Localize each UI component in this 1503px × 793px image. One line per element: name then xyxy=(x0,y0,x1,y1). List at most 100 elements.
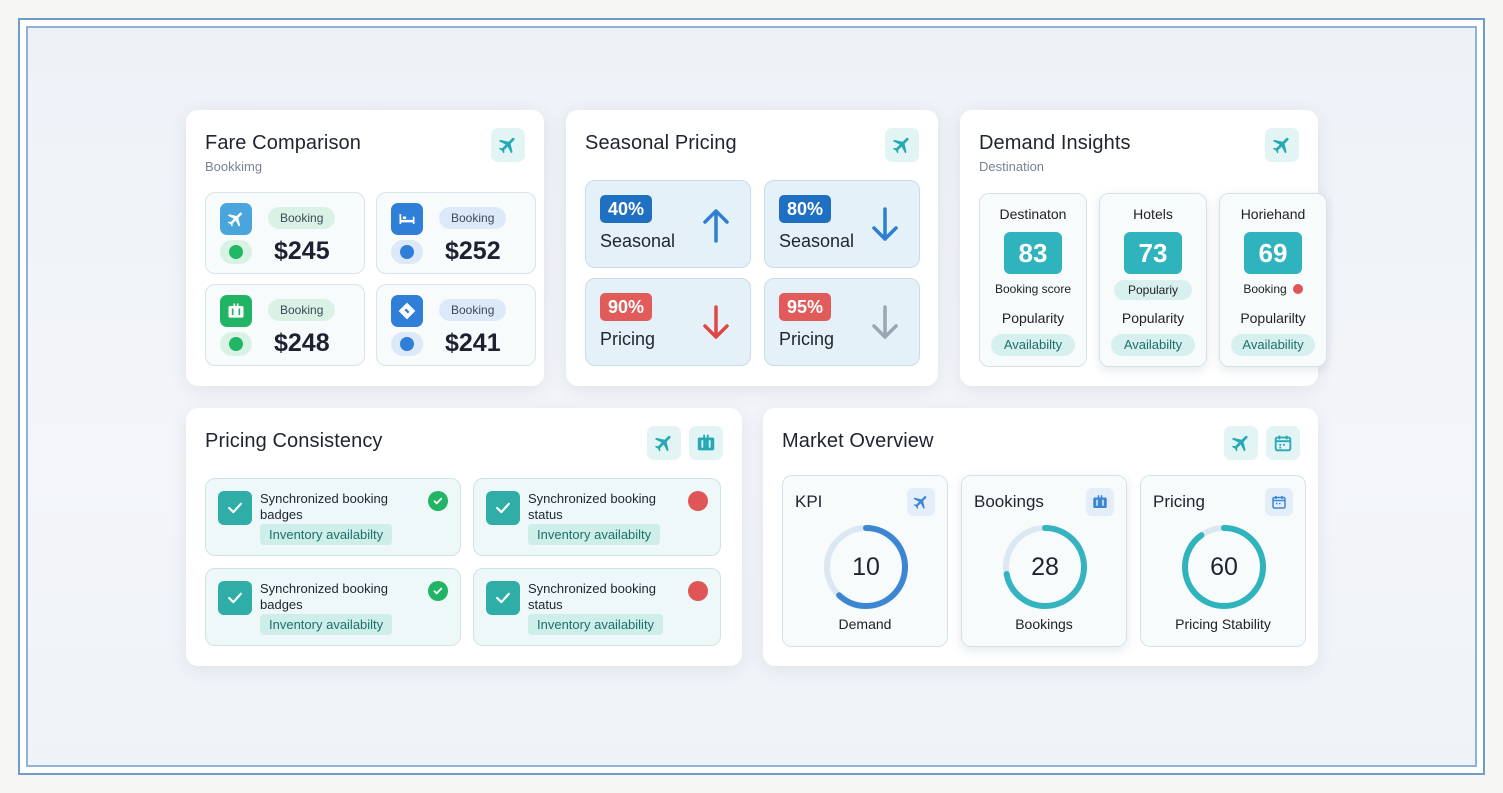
consistency-text: Synchronized booking status xyxy=(528,581,656,612)
booking-badge: Booking xyxy=(268,299,336,321)
kpi-caption: Pricing Stability xyxy=(1175,616,1271,632)
demand-name: Destinaton xyxy=(999,206,1067,222)
kpi-value: 60 xyxy=(1210,553,1238,581)
seasonal-tile[interactable]: 40% Seasonal xyxy=(585,180,751,268)
checkbox-checked-icon[interactable] xyxy=(486,491,520,525)
demand-tile[interactable]: Destinaton 83 Booking score Popularity A… xyxy=(979,193,1087,367)
card-title: Seasonal Pricing xyxy=(585,132,737,154)
progress-ring xyxy=(824,525,908,609)
status-dot xyxy=(391,332,423,356)
plane-icon xyxy=(907,488,935,516)
arrow-down-icon xyxy=(872,305,898,339)
inventory-pill: Inventory availabilty xyxy=(528,524,661,545)
consistency-tile[interactable]: Synchronized booking status Inventory av… xyxy=(473,478,721,556)
consistency-text: Synchronized booking badges xyxy=(260,581,388,612)
kpi-caption: Bookings xyxy=(1015,616,1073,632)
pricing-consistency-card: Pricing Consistency Synchronized booking… xyxy=(186,408,742,666)
plane-icon[interactable] xyxy=(1265,128,1299,162)
seasonal-label: Seasonal xyxy=(600,231,676,251)
consistency-tile[interactable]: Synchronized booking badges Inventory av… xyxy=(205,478,461,556)
progress-ring xyxy=(1003,525,1087,609)
kpi-title: Bookings xyxy=(974,492,1044,511)
kpi-tile[interactable]: KPI 10 Demand xyxy=(782,475,948,647)
fare-price: $248 xyxy=(274,329,330,357)
availability-pill: Availability xyxy=(1231,334,1315,356)
kpi-caption: Demand xyxy=(838,616,892,632)
arrow-down-icon xyxy=(872,207,898,241)
seasonal-label: Pricing xyxy=(600,329,656,349)
seasonal-tile[interactable]: 95% Pricing xyxy=(764,278,920,366)
check-circle-icon xyxy=(428,491,448,511)
status-dot xyxy=(220,332,252,356)
luggage-icon[interactable] xyxy=(689,426,723,460)
booking-badge: Booking xyxy=(268,207,336,229)
card-title: Fare Comparison xyxy=(205,132,362,154)
demand-tile[interactable]: Horiehand 69 Booking Popularilty Availab… xyxy=(1219,193,1327,367)
seasonal-pricing-card: Seasonal Pricing 40% Seasonal 80% Season… xyxy=(566,110,938,386)
percent-badge: 40% xyxy=(600,195,653,223)
card-title: Demand Insights xyxy=(979,132,1131,154)
status-dot xyxy=(220,240,252,264)
seasonal-label: Pricing xyxy=(779,329,835,349)
kpi-value: 28 xyxy=(1031,553,1059,581)
progress-ring xyxy=(1182,525,1266,609)
luggage-icon xyxy=(220,295,252,327)
fare-price: $252 xyxy=(445,237,501,265)
plane-icon[interactable] xyxy=(1224,426,1258,460)
demand-meta: Populariy xyxy=(1114,280,1192,300)
fare-comparison-card: Fare Comparison Bookkimg Booking $245 Bo… xyxy=(186,110,544,386)
booking-badge: Booking xyxy=(439,207,507,229)
seasonal-tile[interactable]: 90% Pricing xyxy=(585,278,751,366)
consistency-text: Synchronized booking badges xyxy=(260,491,388,522)
availability-pill: Availabilty xyxy=(991,334,1075,356)
seasonal-tile[interactable]: 80% Seasonal xyxy=(764,180,920,268)
arrow-down-icon xyxy=(703,305,729,339)
inventory-pill: Inventory availabilty xyxy=(260,524,393,545)
consistency-tile[interactable]: Synchronized booking badges Inventory av… xyxy=(205,568,461,646)
bookings-tile[interactable]: Bookings 28 Bookings xyxy=(961,475,1127,647)
bed-icon xyxy=(391,203,423,235)
pricing-tile[interactable]: Pricing 60 Pricing Stability xyxy=(1140,475,1306,647)
demand-name: Horiehand xyxy=(1240,206,1306,222)
error-dot-icon xyxy=(688,581,708,601)
consistency-text: Synchronized booking status xyxy=(528,491,656,522)
demand-score: 73 xyxy=(1124,232,1182,274)
plane-icon[interactable] xyxy=(491,128,525,162)
ticket-icon xyxy=(391,295,423,327)
popularity-label: Popularity xyxy=(1001,310,1065,326)
checkbox-checked-icon[interactable] xyxy=(218,491,252,525)
fare-tile[interactable]: Booking $245 xyxy=(205,192,365,274)
calendar-icon xyxy=(1265,488,1293,516)
popularity-label: Popularilty xyxy=(1240,310,1306,326)
checkbox-checked-icon[interactable] xyxy=(486,581,520,615)
percent-badge: 95% xyxy=(779,293,832,321)
fare-tile[interactable]: Booking $248 xyxy=(205,284,365,366)
status-dot xyxy=(391,240,423,264)
demand-score: 69 xyxy=(1244,232,1302,274)
availability-pill: Availabilty xyxy=(1111,334,1195,356)
progress-ring-fill xyxy=(1182,525,1266,609)
arrow-up-icon xyxy=(703,209,729,243)
card-subtitle: Destination xyxy=(979,159,1045,174)
fare-tile[interactable]: Booking $241 xyxy=(376,284,536,366)
fare-price: $245 xyxy=(274,237,330,265)
demand-meta: Booking xyxy=(1220,282,1326,296)
checkbox-checked-icon[interactable] xyxy=(218,581,252,615)
consistency-tile[interactable]: Synchronized booking status Inventory av… xyxy=(473,568,721,646)
market-overview-card: Market Overview KPI 10 Demand Bookings 2… xyxy=(763,408,1318,666)
popularity-label: Popularity xyxy=(1121,310,1185,326)
percent-badge: 90% xyxy=(600,293,653,321)
check-circle-icon xyxy=(428,581,448,601)
progress-ring-fill xyxy=(1003,525,1087,609)
plane-icon[interactable] xyxy=(647,426,681,460)
demand-tile[interactable]: Hotels 73 Populariy Popularity Availabil… xyxy=(1099,193,1207,367)
percent-badge: 80% xyxy=(779,195,832,223)
inventory-pill: Inventory availability xyxy=(528,614,664,635)
demand-meta-label: Booking xyxy=(1243,282,1287,296)
plane-icon[interactable] xyxy=(885,128,919,162)
calendar-icon[interactable] xyxy=(1266,426,1300,460)
fare-tile[interactable]: Booking $252 xyxy=(376,192,536,274)
card-title: Market Overview xyxy=(782,430,934,452)
demand-name: Hotels xyxy=(1133,206,1173,222)
kpi-value: 10 xyxy=(852,553,880,581)
